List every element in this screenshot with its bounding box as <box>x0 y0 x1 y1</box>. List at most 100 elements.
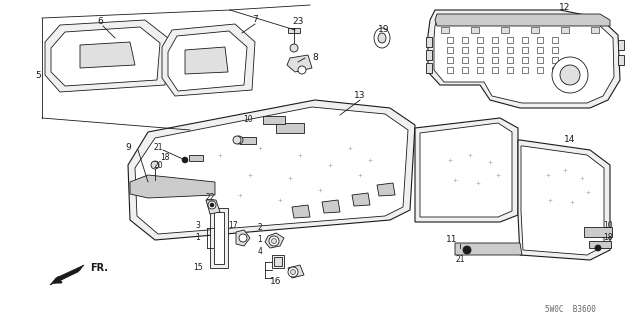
Circle shape <box>290 44 298 52</box>
Ellipse shape <box>378 33 386 43</box>
Text: 16: 16 <box>270 278 282 286</box>
Text: 5W0C  B3600: 5W0C B3600 <box>545 306 595 315</box>
Circle shape <box>291 270 296 275</box>
Polygon shape <box>185 47 228 74</box>
Polygon shape <box>434 16 614 103</box>
Polygon shape <box>135 107 408 234</box>
Polygon shape <box>521 146 604 255</box>
Text: 3: 3 <box>196 220 200 229</box>
Text: 10: 10 <box>603 220 613 229</box>
Polygon shape <box>288 265 304 278</box>
Text: 20: 20 <box>153 160 163 169</box>
Polygon shape <box>435 14 610 26</box>
Circle shape <box>235 136 243 144</box>
Bar <box>584 227 612 237</box>
Polygon shape <box>128 100 415 240</box>
Bar <box>501 27 509 33</box>
Bar <box>522 57 528 63</box>
Bar <box>522 47 528 53</box>
Bar <box>447 47 453 53</box>
Polygon shape <box>287 55 312 72</box>
Circle shape <box>269 236 279 246</box>
Polygon shape <box>274 257 282 266</box>
Polygon shape <box>168 31 247 91</box>
Circle shape <box>463 246 471 254</box>
Text: 10: 10 <box>243 115 253 124</box>
Polygon shape <box>130 175 215 198</box>
Circle shape <box>595 245 601 251</box>
Polygon shape <box>426 37 432 47</box>
Polygon shape <box>80 42 135 68</box>
Text: 1: 1 <box>258 235 262 244</box>
Circle shape <box>210 203 214 207</box>
Bar <box>189 155 203 161</box>
Circle shape <box>208 201 216 209</box>
Bar <box>552 47 558 53</box>
Polygon shape <box>45 20 168 92</box>
Polygon shape <box>420 123 512 217</box>
Text: FR.: FR. <box>90 263 108 273</box>
Polygon shape <box>518 140 610 260</box>
Bar <box>462 47 468 53</box>
Circle shape <box>233 136 241 144</box>
Polygon shape <box>236 230 250 246</box>
Bar <box>471 27 479 33</box>
Bar <box>537 57 543 63</box>
Text: 11: 11 <box>446 235 458 244</box>
Bar <box>462 37 468 43</box>
Polygon shape <box>426 50 432 60</box>
Bar <box>447 37 453 43</box>
Polygon shape <box>51 27 160 86</box>
Bar <box>561 27 569 33</box>
Bar <box>477 57 483 63</box>
Bar <box>447 57 453 63</box>
Text: 21: 21 <box>455 256 465 264</box>
Text: 1: 1 <box>196 234 200 242</box>
Text: 14: 14 <box>564 136 576 145</box>
Text: 4: 4 <box>257 248 262 256</box>
Text: 21: 21 <box>153 144 163 152</box>
Bar <box>537 47 543 53</box>
Circle shape <box>288 267 298 277</box>
Text: 18: 18 <box>160 153 170 162</box>
Polygon shape <box>50 265 84 285</box>
Polygon shape <box>428 10 620 108</box>
Bar <box>552 37 558 43</box>
Text: 13: 13 <box>355 91 365 100</box>
Bar <box>531 27 539 33</box>
Text: 23: 23 <box>292 18 304 26</box>
Bar <box>492 47 498 53</box>
Bar <box>589 241 611 248</box>
Text: 5: 5 <box>35 70 41 79</box>
Text: 7: 7 <box>252 16 258 25</box>
Ellipse shape <box>374 28 390 48</box>
Polygon shape <box>352 193 370 206</box>
Circle shape <box>239 234 247 242</box>
Circle shape <box>271 239 276 243</box>
Polygon shape <box>426 63 432 73</box>
Bar <box>552 67 558 73</box>
Bar <box>492 67 498 73</box>
Bar <box>441 27 449 33</box>
Bar <box>537 37 543 43</box>
Bar <box>591 27 599 33</box>
Polygon shape <box>322 200 340 213</box>
Bar <box>522 67 528 73</box>
Bar <box>507 67 513 73</box>
Bar <box>507 57 513 63</box>
Polygon shape <box>455 243 522 255</box>
Polygon shape <box>272 255 284 268</box>
Bar <box>462 57 468 63</box>
Bar <box>276 123 304 133</box>
Polygon shape <box>618 40 624 50</box>
Polygon shape <box>618 55 624 65</box>
Text: 18: 18 <box>604 234 612 242</box>
Text: 22: 22 <box>205 194 215 203</box>
Bar <box>492 37 498 43</box>
Polygon shape <box>162 24 255 96</box>
Bar <box>507 47 513 53</box>
Circle shape <box>552 57 588 93</box>
Bar <box>263 116 285 124</box>
Circle shape <box>560 65 580 85</box>
Bar <box>492 57 498 63</box>
